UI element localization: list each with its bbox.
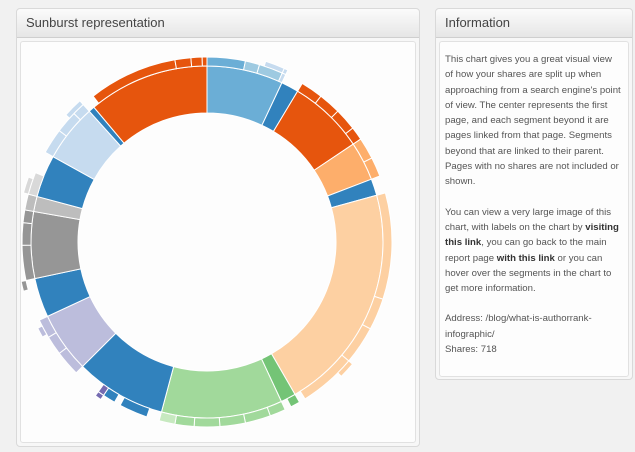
information-panel: Information This chart gives you a great… xyxy=(435,8,633,380)
sunburst-segment-ring2-21[interactable] xyxy=(158,411,178,425)
sunburst-segment-ring3-3[interactable] xyxy=(337,360,354,378)
sunburst-segment-ring2-19[interactable] xyxy=(193,417,221,428)
sunburst-segment-ring3-8[interactable] xyxy=(65,100,84,119)
sunburst-segment-ring1-12[interactable] xyxy=(30,210,82,280)
sunburst-chart xyxy=(21,56,393,428)
sunburst-segment-ring2-37[interactable] xyxy=(174,57,193,70)
info-text-c: or you can hover over the segments in th… xyxy=(445,252,612,295)
sunburst-segment-ring2-15[interactable] xyxy=(286,393,301,408)
sunburst-panel-title: Sunburst representation xyxy=(17,9,419,38)
share-count: Shares: 718 xyxy=(445,344,497,356)
sunburst-segment-ring2-10[interactable] xyxy=(363,157,381,180)
information-panel-title: Information xyxy=(436,9,632,38)
sunburst-segment-ring3-6[interactable] xyxy=(21,279,29,292)
sunburst-segment-ring2-20[interactable] xyxy=(174,414,196,428)
sunburst-segment-ring2-29[interactable] xyxy=(21,222,33,246)
sunburst-segment-ring2-38[interactable] xyxy=(190,56,203,68)
sunburst-segment-ring3-2[interactable] xyxy=(281,67,289,76)
info-text-b: , you can go back to the main report pag… xyxy=(445,237,607,264)
sunburst-segment-ring2-14[interactable] xyxy=(299,354,350,400)
page-address: Address: /blog/what-is-authorrank-infogr… xyxy=(445,313,592,340)
visit-large-image-link[interactable]: visiting this link xyxy=(445,221,619,249)
sunburst-panel: Sunburst representation xyxy=(16,8,420,447)
sunburst-segment-ring3-7[interactable] xyxy=(22,176,34,195)
main-report-link[interactable]: with this link xyxy=(496,252,555,264)
sunburst-segment-ring2-39[interactable] xyxy=(201,56,208,67)
sunburst-segment-ring2-30[interactable] xyxy=(22,209,35,225)
info-links-paragraph: You can view a very large image of this … xyxy=(445,205,621,297)
info-text-a: You can view a very large image of this … xyxy=(445,206,612,233)
sunburst-segment-ring1-6[interactable] xyxy=(270,194,384,396)
sunburst-segment-ring2-22[interactable] xyxy=(119,396,151,418)
sunburst-segment-ring3-5[interactable] xyxy=(37,325,48,338)
info-description: This chart gives you a great visual view… xyxy=(445,54,621,188)
sunburst-chart-area xyxy=(20,41,416,443)
sunburst-segment-ring3-4[interactable] xyxy=(94,390,105,401)
information-body: This chart gives you a great visual view… xyxy=(439,41,629,377)
